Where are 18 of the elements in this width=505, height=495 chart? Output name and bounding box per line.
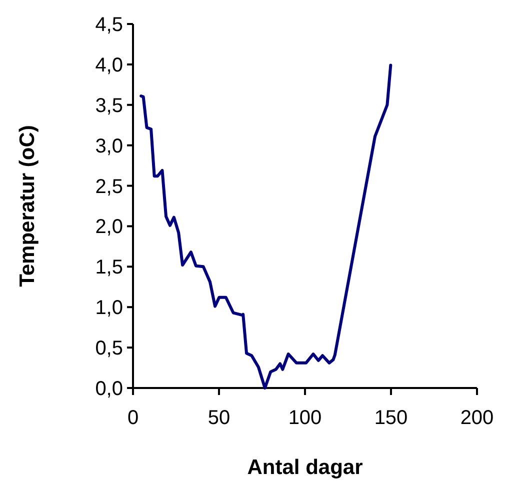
y-tick-label: 4,5 <box>95 14 123 36</box>
y-tick-label: 3,0 <box>95 135 123 158</box>
y-tick-label: 0,5 <box>95 338 123 360</box>
y-tick-label: 3,5 <box>95 94 123 117</box>
line-series <box>140 64 392 390</box>
x-tick-label: 50 <box>208 407 230 429</box>
x-axis-title: Antal dagar <box>247 456 363 479</box>
x-tick-label: 0 <box>127 407 139 429</box>
y-tick-label: 1,0 <box>95 297 123 320</box>
y-axis-title: Temperatur (oC) <box>16 125 39 287</box>
y-tick-label: 0,0 <box>95 378 123 400</box>
x-tick-label: 200 <box>460 407 494 429</box>
y-tick-label: 1,5 <box>95 256 123 279</box>
x-tick-label: 100 <box>288 407 322 429</box>
x-tick-label: 150 <box>374 407 408 429</box>
y-tick-label: 2,0 <box>95 216 123 238</box>
y-tick-label: 2,5 <box>95 176 123 198</box>
y-tick-label: 4,0 <box>95 54 123 76</box>
